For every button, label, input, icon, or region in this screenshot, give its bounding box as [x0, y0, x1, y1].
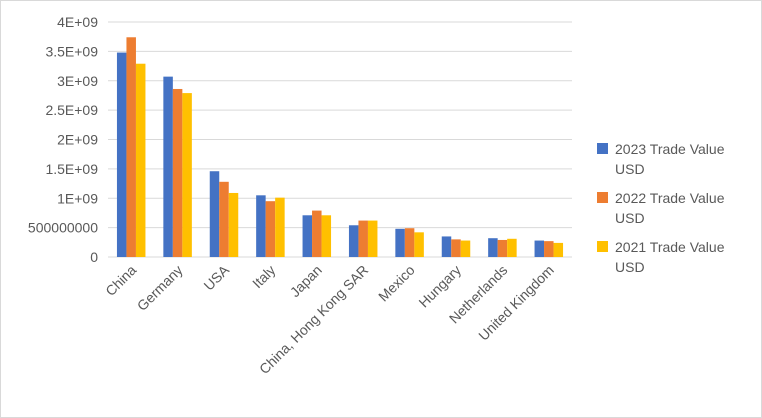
legend-label-unit: USD	[615, 161, 645, 177]
bar-germany-series-1	[172, 88, 183, 257]
bar-germany-series-2	[182, 93, 192, 258]
bar-china-hong-kong-sar-series-1	[358, 220, 368, 257]
y-tick-label: 1E+09	[57, 190, 98, 206]
legend-swatch	[597, 143, 608, 154]
bar-china-series-0	[116, 52, 127, 257]
bar-china-hong-kong-sar-series-0	[348, 225, 359, 257]
legend-label: 2021 Trade Value	[615, 239, 725, 255]
bar-netherlands-series-1	[497, 239, 508, 257]
legend-label-unit: USD	[615, 210, 645, 226]
bar-netherlands-series-0	[488, 238, 498, 257]
bar-japan-series-0	[302, 215, 313, 257]
x-category-label: Italy	[249, 262, 278, 291]
legend-swatch	[597, 241, 608, 252]
bar-china-series-1	[126, 37, 136, 258]
y-tick-label: 4E+09	[57, 14, 98, 30]
bar-china-series-2	[135, 63, 146, 258]
legend-swatch	[597, 192, 608, 203]
legend: 2023 Trade Value USD 2022 Trade Value USD 20…	[597, 141, 725, 275]
y-tick-label: 500000000	[28, 220, 98, 236]
x-category-label: Japan	[287, 262, 325, 300]
y-tick-label: 3.5E+09	[45, 43, 98, 59]
bar-mexico-series-2	[414, 232, 424, 257]
bar-usa-series-0	[209, 171, 220, 257]
bar-italy-series-1	[265, 201, 276, 257]
y-axis-tick-labels: 0 500000000 1E+09 1.5E+09 2E+09 2.5E+09 3E+09 3…	[28, 14, 98, 265]
bar-china-hong-kong-sar-series-2	[367, 220, 378, 257]
y-tick-label: 1.5E+09	[45, 161, 98, 177]
bar-united-kingdom-series-2	[553, 242, 564, 257]
bar-usa-series-2	[228, 192, 239, 257]
legend-label: 2023 Trade Value	[615, 141, 725, 157]
bar-hungary-series-1	[451, 239, 461, 257]
x-category-label: Germany	[134, 262, 186, 314]
y-tick-label: 3E+09	[57, 73, 98, 89]
legend-label-unit: USD	[615, 259, 645, 275]
bar-usa-series-1	[219, 181, 229, 257]
bar-germany-series-0	[163, 76, 173, 257]
bar-hungary-series-2	[460, 240, 471, 257]
y-tick-label: 0	[90, 249, 98, 265]
x-category-label: Mexico	[375, 262, 418, 305]
y-tick-label: 2E+09	[57, 132, 98, 148]
bar-mexico-series-0	[395, 228, 405, 257]
x-category-label: USA	[200, 261, 232, 293]
bar-netherlands-series-2	[507, 238, 517, 257]
bar-italy-series-0	[256, 195, 266, 257]
y-tick-label: 2.5E+09	[45, 102, 98, 118]
bars	[116, 37, 564, 258]
bar-hungary-series-0	[441, 236, 452, 257]
bar-japan-series-2	[321, 215, 332, 257]
legend-label: 2022 Trade Value	[615, 190, 725, 206]
x-category-label: China	[102, 262, 139, 299]
bar-united-kingdom-series-0	[534, 240, 545, 257]
bar-italy-series-2	[275, 197, 285, 257]
bar-united-kingdom-series-1	[544, 241, 554, 257]
bar-mexico-series-1	[404, 228, 415, 257]
bar-japan-series-1	[312, 210, 322, 257]
